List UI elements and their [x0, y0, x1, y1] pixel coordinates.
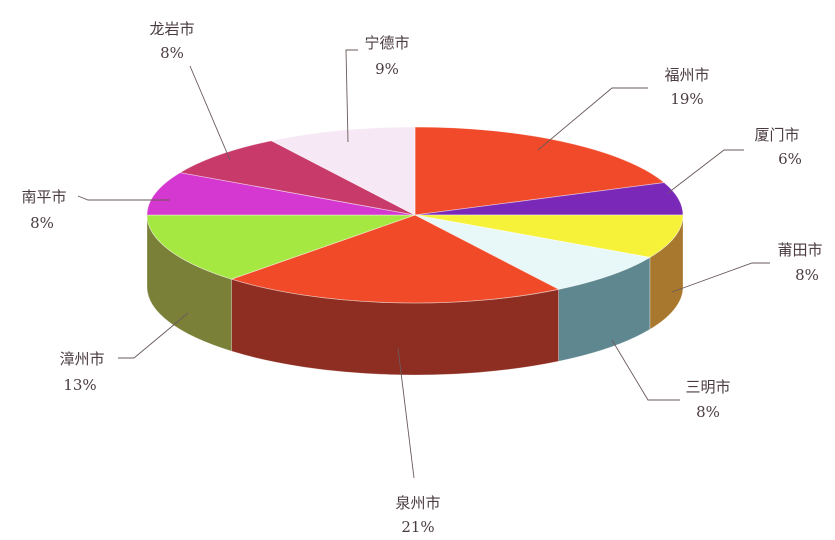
leader-line-longyan: [189, 65, 231, 161]
label-xiamen-pct: 6%: [778, 150, 802, 168]
slice-labels: 福州市 19% 厦门市 6% 莆田市 8% 三明市 8% 泉州市 21% 漳州市…: [21, 20, 822, 536]
label-putian-pct: 8%: [795, 266, 819, 284]
leader-line-quanzhou: [397, 347, 415, 479]
label-sanming-name: 三明市: [685, 378, 730, 396]
slice-top-6: [146, 172, 416, 216]
label-xiamen-name: 厦门市: [754, 126, 799, 144]
label-quanzhou-name: 泉州市: [395, 494, 440, 512]
slice-top-0: [414, 126, 666, 216]
leader-line-nanping: [77, 195, 170, 201]
leader-line-ningde: [345, 49, 358, 143]
slice-top-2: [414, 214, 684, 258]
slice-top-7: [179, 140, 416, 216]
leader-line-putian: [671, 262, 770, 293]
slice-top-8: [270, 126, 416, 216]
slice-top-5: [146, 214, 416, 280]
pie-sides: [146, 214, 684, 376]
leader-line-zhangzhou: [118, 312, 189, 359]
label-sanming-pct: 8%: [696, 403, 720, 421]
label-longyan-name: 龙岩市: [149, 20, 194, 38]
leader-line-xiamen: [667, 149, 744, 194]
leader-line-fuzhou: [537, 87, 648, 151]
label-ningde-name: 宁德市: [364, 34, 409, 52]
label-nanping-pct: 8%: [30, 214, 54, 232]
pie-tops: [146, 126, 684, 304]
label-quanzhou-pct: 21%: [401, 518, 434, 536]
leader-line-sanming: [611, 339, 680, 401]
label-longyan-pct: 8%: [160, 44, 184, 62]
label-fuzhou-pct: 19%: [670, 90, 703, 108]
label-ningde-pct: 9%: [375, 60, 399, 78]
slice-top-4: [230, 214, 560, 304]
label-zhangzhou-name: 漳州市: [59, 350, 104, 368]
slice-top-3: [414, 214, 651, 290]
label-putian-name: 莆田市: [777, 241, 822, 259]
label-zhangzhou-pct: 13%: [63, 376, 96, 394]
leader-lines: [77, 49, 770, 479]
label-fuzhou-name: 福州市: [664, 66, 709, 84]
label-nanping-name: 南平市: [21, 188, 66, 206]
